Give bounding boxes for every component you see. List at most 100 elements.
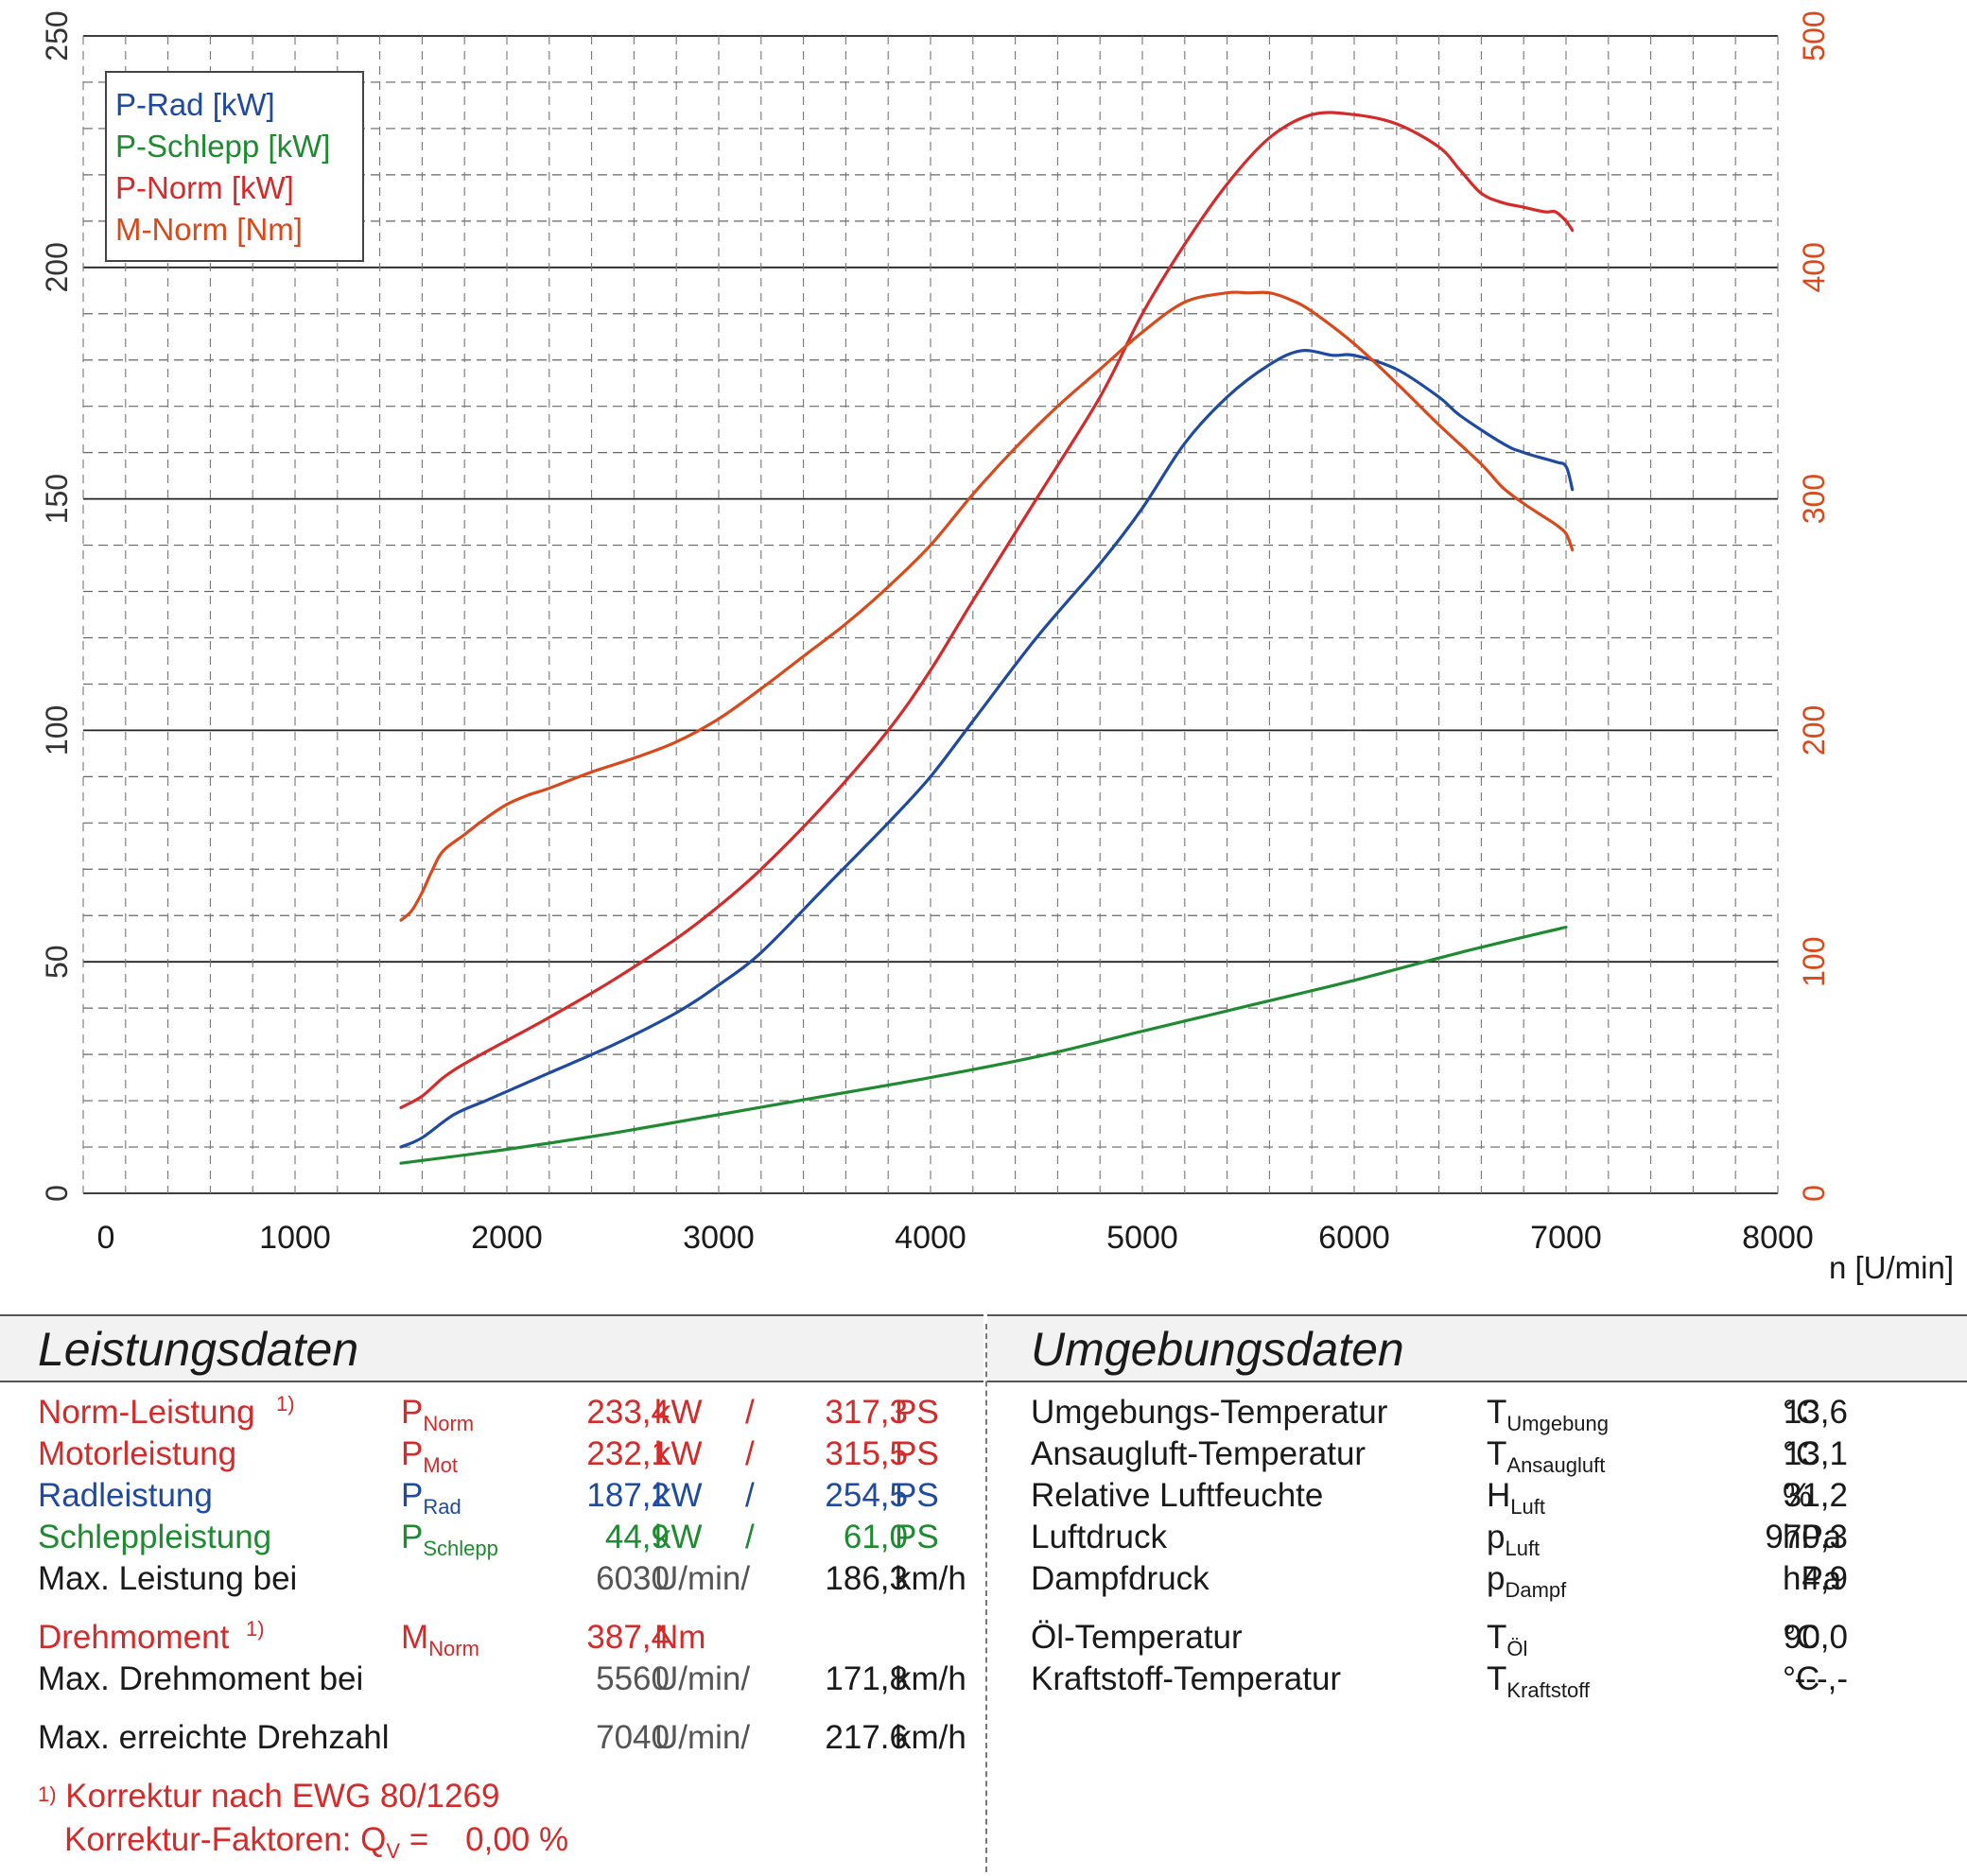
- row-value: 31,2: [1783, 1477, 1848, 1514]
- row-unit: hPa: [1783, 1560, 1842, 1597]
- x-tick-label: 3000: [683, 1220, 755, 1256]
- x-tick-label: 5000: [1106, 1220, 1178, 1256]
- row-value-2: 171,8: [825, 1660, 908, 1697]
- row-unit-1: kW: [654, 1519, 703, 1555]
- umgebung-row: Ansaugluft-Temperatur TAnsaugluft 13,1 °C: [1031, 1435, 1958, 1477]
- row-label: Norm-Leistung: [38, 1394, 255, 1431]
- row-label: Max. Drehmoment bei: [38, 1660, 364, 1697]
- row-label: Ansaugluft-Temperatur: [1031, 1435, 1366, 1472]
- symbol-letter: T: [1487, 1435, 1507, 1472]
- row-separator: /: [745, 1519, 755, 1555]
- row-unit: hPa: [1783, 1519, 1842, 1555]
- row-label: Öl-Temperatur: [1031, 1619, 1243, 1656]
- chart-axes: 0 1000 2000 3000 4000 5000 6000 7000 80000501001…: [40, 10, 1831, 1256]
- symbol-letter: P: [401, 1477, 424, 1514]
- row-symbol: PMot: [401, 1435, 458, 1477]
- leistung-row: Max. Leistung bei 6030 U/min/186,3 km/h: [38, 1560, 984, 1602]
- row-value: ---,-: [1794, 1660, 1848, 1697]
- row-symbol: TÖl: [1487, 1619, 1527, 1660]
- umgebung-row: Öl-Temperatur TÖl 90,0 °C: [1031, 1619, 1958, 1660]
- dyno-chart: 0 1000 2000 3000 4000 5000 6000 7000 80000501001…: [40, 10, 1954, 1285]
- row-unit: °C: [1783, 1660, 1820, 1697]
- y-left-tick-label: 50: [40, 945, 74, 979]
- leistung-row: Norm-Leistung 1) PNorm 233,4 kW / 317,3 PS: [38, 1392, 984, 1435]
- row-value-2: 254,5: [825, 1477, 908, 1514]
- symbol-letter: P: [401, 1394, 424, 1431]
- row-label: Max. erreichte Drehzahl: [38, 1719, 390, 1756]
- row-unit-1: U/min/: [654, 1719, 751, 1756]
- y-right-tick-label: 100: [1797, 937, 1831, 987]
- x-tick-label: 1000: [259, 1220, 331, 1256]
- umgebung-row: Kraftstoff-Temperatur TKraftstoff ---,- °C: [1031, 1660, 1958, 1702]
- symbol-letter: P: [401, 1435, 424, 1472]
- symbol-subscript: Umgebung: [1506, 1412, 1610, 1435]
- row-unit-2: PS: [895, 1519, 939, 1555]
- chart-legend: P-Rad [kW] P-Schlepp [kW] P-Norm [kW] M-…: [105, 71, 364, 262]
- series-line-p-schlepp: [399, 925, 1568, 1165]
- legend-entry-p-norm: P-Norm [kW]: [115, 170, 294, 205]
- umgebung-row: Relative Luftfeuchte HLuft 31,2%: [1031, 1477, 1958, 1519]
- row-unit: °C: [1783, 1394, 1820, 1431]
- row-unit-2: PS: [895, 1394, 939, 1431]
- y-right-tick-label: 0: [1797, 1185, 1831, 1202]
- row-symbol: pLuft: [1487, 1519, 1540, 1560]
- korrekturfaktor-value: = 0,00 %: [409, 1821, 569, 1858]
- row-symbol: PRad: [401, 1477, 461, 1519]
- row-value: 13,6: [1783, 1394, 1848, 1431]
- row-value-1: 6030: [596, 1560, 670, 1597]
- row-label: Motorleistung: [38, 1435, 237, 1472]
- y-right-tick-label: 500: [1797, 10, 1831, 61]
- y-left-tick-label: 200: [40, 242, 74, 292]
- row-value: 4,9: [1802, 1560, 1848, 1597]
- row-value-1: 187,2: [586, 1477, 670, 1514]
- y-left-tick-label: 100: [40, 705, 74, 756]
- symbol-subscript: Schlepp: [423, 1537, 498, 1560]
- symbol-subscript: Mot: [423, 1453, 459, 1477]
- symbol-letter: T: [1487, 1394, 1507, 1431]
- row-label: Drehmoment: [38, 1619, 230, 1656]
- symbol-letter: p: [1487, 1560, 1506, 1597]
- symbol-subscript: Norm: [428, 1637, 479, 1660]
- row-value-2: 315,5: [825, 1435, 908, 1472]
- row-value-1: 387,4: [586, 1619, 670, 1656]
- umgebung-row: Umgebungs-Temperatur TUmgebung 13,6 °C: [1031, 1394, 1958, 1435]
- row-symbol: TKraftstoff: [1487, 1660, 1590, 1702]
- symbol-subscript: Kraftstoff: [1506, 1678, 1591, 1702]
- leistungsdaten-title: Leistungsdaten: [38, 1323, 359, 1376]
- row-footnote-mark: 1): [246, 1617, 265, 1641]
- symbol-letter: P: [401, 1519, 424, 1555]
- chart-grid: [82, 35, 1779, 1194]
- umgebung-row: Dampfdruck pDampf 4,9 hPa: [1031, 1560, 1958, 1602]
- row-label: Kraftstoff-Temperatur: [1031, 1660, 1342, 1697]
- leistung-row: Max. Drehmoment bei 5560 U/min/171,8 km/h: [38, 1660, 984, 1702]
- row-footnote-mark: 1): [276, 1392, 295, 1416]
- x-tick-label: 0: [97, 1220, 115, 1256]
- symbol-letter: T: [1487, 1660, 1507, 1697]
- row-unit: %: [1783, 1477, 1813, 1514]
- row-value-1: 233,4: [586, 1394, 670, 1431]
- symbol-letter: H: [1487, 1477, 1511, 1514]
- row-value: 970,3: [1765, 1519, 1848, 1555]
- leistung-row: Schleppleistung PSchlepp 44,9 kW / 61,0 PS: [38, 1519, 984, 1560]
- row-label: Umgebungs-Temperatur: [1031, 1394, 1388, 1431]
- row-unit: °C: [1783, 1435, 1820, 1472]
- row-value-2: 186,3: [825, 1560, 908, 1597]
- footnote-mark: 1): [38, 1782, 57, 1806]
- footnote-korrektur: 1) Korrektur nach EWG 80/1269: [38, 1778, 499, 1815]
- umgebungsdaten-header: Umgebungsdaten: [987, 1314, 1967, 1382]
- row-value-2: 217.6: [825, 1719, 908, 1756]
- symbol-subscript: Rad: [423, 1495, 461, 1519]
- y-right-tick-label: 400: [1797, 242, 1831, 292]
- leistung-row: Motorleistung PMot 232,1 kW / 315,5 PS: [38, 1435, 984, 1477]
- leistung-row: Radleistung PRad 187,2 kW / 254,5 PS: [38, 1477, 984, 1519]
- symbol-letter: T: [1487, 1619, 1507, 1656]
- y-left-tick-label: 150: [40, 474, 74, 524]
- row-symbol: TAnsaugluft: [1487, 1435, 1605, 1477]
- row-value-2: 61,0: [843, 1519, 908, 1555]
- chart-series: [399, 111, 1575, 1165]
- row-unit-1: kW: [654, 1477, 703, 1514]
- row-unit-2: PS: [895, 1477, 939, 1514]
- korrekturfaktor-sub: V: [386, 1839, 401, 1863]
- symbol-letter: p: [1487, 1519, 1506, 1555]
- row-unit-1: U/min/: [654, 1660, 751, 1697]
